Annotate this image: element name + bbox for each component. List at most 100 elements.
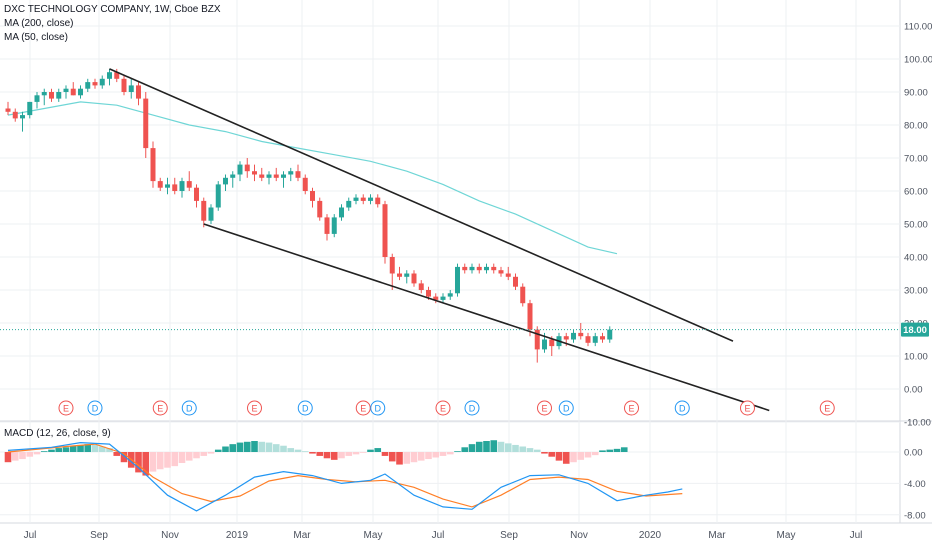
event-marker-label: E: [157, 404, 163, 414]
macd-histogram-bar: [555, 452, 563, 461]
candle-body: [143, 98, 149, 149]
macd-histogram-bar: [577, 452, 585, 460]
macd-histogram-bar: [388, 452, 396, 462]
macd-histogram-bar: [236, 442, 244, 452]
candle-body: [491, 266, 497, 271]
candle-body: [295, 171, 301, 178]
macd-histogram-bar: [207, 452, 215, 454]
macd-histogram-bar: [396, 452, 403, 465]
x-tick-label: Jul: [850, 530, 863, 541]
candle-body: [368, 197, 373, 201]
event-marker-label: D: [563, 404, 570, 414]
macd-histogram-bar: [541, 452, 548, 454]
y-tick-label: 80.00: [904, 121, 928, 132]
candle-body: [498, 270, 504, 274]
ma200-legend: MA (200, close): [4, 18, 74, 29]
candle-body: [85, 82, 91, 89]
candle-body: [317, 200, 323, 218]
earnings-marker: [819, 400, 835, 416]
candle-body: [585, 336, 591, 343]
earnings-marker: [247, 400, 262, 416]
macd-histogram-bar: [11, 452, 19, 461]
macd-histogram-bar: [258, 441, 266, 452]
candle-body: [244, 164, 250, 172]
y-tick-label: 70.00: [904, 154, 928, 165]
candle-body: [411, 273, 417, 284]
macd-histogram-bar: [359, 452, 367, 453]
earnings-marker: [152, 400, 168, 416]
candle-body: [114, 72, 120, 79]
event-marker-label: E: [63, 404, 69, 414]
macd-histogram-bar: [468, 444, 476, 452]
macd-histogram-bar: [461, 447, 469, 452]
candle-body: [78, 88, 83, 96]
candle-body: [534, 329, 540, 350]
macd-histogram-bar: [33, 452, 41, 455]
event-marker-label: E: [360, 404, 366, 414]
macd-histogram-bar: [106, 448, 113, 452]
candle-body: [389, 257, 395, 274]
x-tick-label: Mar: [708, 530, 726, 541]
candle-body: [563, 336, 569, 340]
y-tick-label: -10.00: [904, 418, 931, 429]
macd-histogram-bar: [439, 452, 447, 456]
candle-body: [252, 171, 257, 175]
macd-y-tick-label: 0.00: [904, 448, 923, 459]
symbol-title: DXC TECHNOLOGY COMPANY, 1W, Cboe BZX: [4, 4, 221, 15]
macd-histogram-bar: [40, 451, 48, 453]
candle-body: [150, 148, 156, 182]
candle-body: [165, 184, 170, 188]
macd-histogram-bar: [352, 452, 360, 455]
macd-histogram-bar: [475, 441, 483, 452]
candle-body: [92, 82, 98, 86]
macd-histogram-bar: [62, 447, 70, 452]
candle-body: [426, 290, 431, 297]
candle-body: [281, 174, 286, 178]
candle-body: [433, 296, 439, 300]
candle-body: [172, 184, 178, 191]
macd-histogram-bar: [149, 452, 157, 472]
macd-histogram-bar: [446, 452, 454, 455]
trendline: [203, 223, 770, 412]
candle-body: [288, 171, 294, 175]
candle-body: [339, 207, 344, 218]
x-tick-label: Jul: [24, 530, 37, 541]
macd-histogram-bar: [171, 452, 179, 467]
macd-histogram-bar: [200, 452, 208, 456]
trendline: [109, 68, 734, 342]
macd-histogram-bar: [193, 452, 200, 459]
dividend-marker: [297, 400, 313, 416]
macd-line: [7, 441, 683, 512]
candle-body: [375, 197, 381, 205]
x-tick-label: Sep: [90, 530, 108, 541]
y-tick-label: 50.00: [904, 220, 928, 231]
candle-body: [34, 95, 40, 102]
candle-body: [223, 177, 228, 185]
macd-histogram-bar: [156, 452, 164, 470]
candle-body: [440, 296, 446, 300]
y-tick-label: 100.00: [904, 55, 932, 66]
macd-histogram-bar: [229, 444, 237, 452]
macd-histogram-bar: [374, 448, 382, 452]
macd-histogram-bar: [454, 451, 461, 453]
y-tick-label: 60.00: [904, 187, 928, 198]
candle-body: [273, 174, 279, 178]
macd-histogram-bar: [620, 447, 628, 452]
candle-body: [476, 266, 482, 271]
x-tick-label: 2019: [226, 530, 249, 541]
ma50-legend: MA (50, close): [4, 32, 68, 43]
event-marker-label: E: [440, 404, 446, 414]
macd-histogram-bar: [222, 446, 229, 452]
macd-histogram-bar: [91, 444, 99, 452]
macd-histogram-bar: [345, 452, 353, 456]
macd-histogram-bar: [330, 452, 338, 460]
event-marker-label: D: [92, 404, 99, 414]
candle-body: [462, 266, 468, 271]
x-tick-label: May: [364, 530, 383, 541]
macd-histogram-bar: [69, 445, 77, 452]
macd-histogram-bar: [483, 441, 490, 452]
macd-y-tick-label: -4.00: [904, 479, 926, 490]
candle-body: [418, 283, 424, 290]
macd-histogram-bar: [533, 449, 541, 452]
